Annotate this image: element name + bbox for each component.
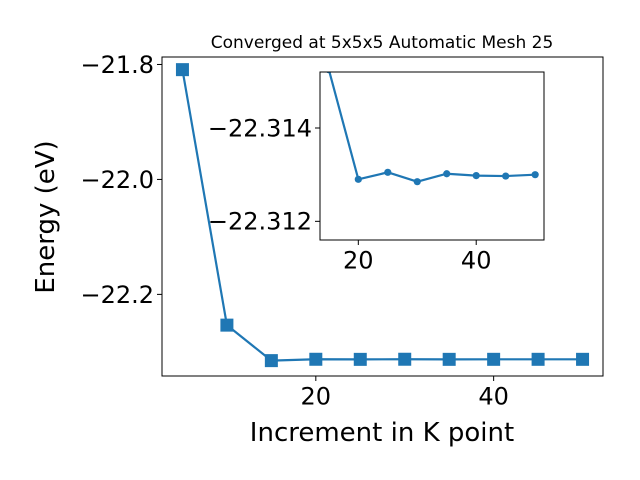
main-axes-frame <box>161 56 604 377</box>
inset-data-point <box>443 170 451 178</box>
main-x-tick-label: 20 <box>301 382 332 410</box>
inset-plot: 20 40 −22.314 −22.312 <box>208 71 545 274</box>
main-data-point <box>487 352 501 366</box>
inset-x-tick-label: 40 <box>461 246 492 274</box>
main-data-point <box>353 352 367 366</box>
inset-plot-area <box>320 72 544 240</box>
inset-x-tick-label: 20 <box>343 246 374 274</box>
main-data-point <box>220 318 234 332</box>
inset-data-point <box>531 171 539 179</box>
y-axis-label: Energy (eV) <box>31 140 61 293</box>
inset-data-point <box>472 172 480 180</box>
inset-series-line <box>328 72 536 183</box>
main-data-point <box>175 63 189 77</box>
main-y-tick-label: −21.8 <box>80 51 154 79</box>
x-axis-label: Increment in K point <box>250 418 514 448</box>
main-x-tick-label: 40 <box>478 382 509 410</box>
inset-y-tick-label: −22.312 <box>208 208 312 236</box>
main-data-point <box>398 352 412 366</box>
inset-y-tick-label: −22.314 <box>208 114 312 142</box>
main-data-point <box>442 352 456 366</box>
inset-data-point <box>354 175 362 183</box>
main-series-group <box>175 63 590 368</box>
inset-data-point <box>413 178 421 186</box>
main-data-point <box>576 352 590 366</box>
inset-data-point <box>502 172 510 180</box>
main-y-tick-label: −22.2 <box>80 281 154 309</box>
main-data-point <box>309 352 323 366</box>
main-data-point <box>531 352 545 366</box>
inset-axes-frame <box>319 71 545 241</box>
chart-title: Converged at 5x5x5 Automatic Mesh 25 <box>211 33 554 53</box>
main-series-line <box>181 69 583 362</box>
main-data-point <box>264 354 278 368</box>
inset-data-point <box>384 168 392 176</box>
main-y-tick-label: −22.0 <box>80 166 154 194</box>
inset-series-group <box>326 72 539 186</box>
